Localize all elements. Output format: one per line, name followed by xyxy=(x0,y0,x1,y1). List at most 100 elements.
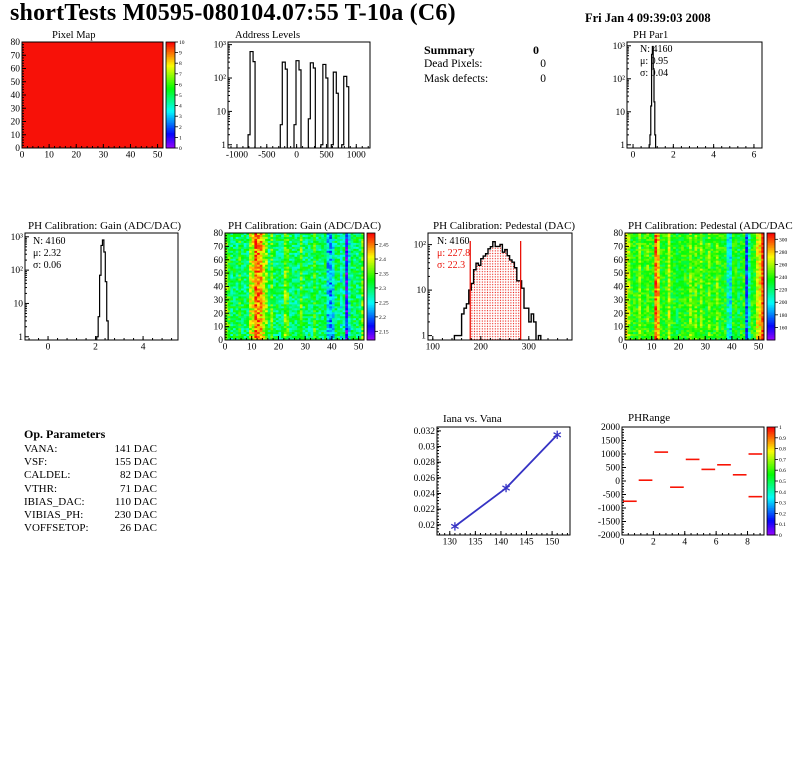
svg-text:0: 0 xyxy=(20,151,25,161)
svg-text:60: 60 xyxy=(214,256,224,266)
svg-text:10: 10 xyxy=(217,107,227,117)
svg-text:20: 20 xyxy=(274,343,284,353)
stat-entries: N: 4160 xyxy=(33,236,66,247)
svg-text:2: 2 xyxy=(93,343,98,353)
svg-text:50: 50 xyxy=(354,343,364,353)
svg-text:2.35: 2.35 xyxy=(379,271,389,277)
op-parameter-value: 26 DAC xyxy=(120,522,157,535)
svg-text:100: 100 xyxy=(426,343,441,353)
svg-text:10²: 10² xyxy=(414,241,427,251)
svg-text:10²: 10² xyxy=(214,74,227,84)
summary-row: Mask defects: 0 xyxy=(424,72,546,87)
summary-rows: Dead Pixels: 0 Mask defects: 0 xyxy=(424,57,546,87)
svg-text:80: 80 xyxy=(11,38,21,48)
svg-text:0: 0 xyxy=(15,144,20,154)
op-parameter-row: CALDEL: 82 DAC xyxy=(24,469,157,482)
svg-text:3: 3 xyxy=(179,114,182,120)
svg-text:30: 30 xyxy=(11,104,21,114)
svg-text:300: 300 xyxy=(522,343,537,353)
op-parameter-label: VIBIAS_PH: xyxy=(24,509,84,522)
svg-text:4: 4 xyxy=(711,151,716,161)
svg-text:6: 6 xyxy=(179,82,182,88)
stat-mean: μ: 0.95 xyxy=(640,56,669,68)
svg-text:40: 40 xyxy=(214,283,224,293)
svg-text:1: 1 xyxy=(18,333,23,343)
svg-text:40: 40 xyxy=(126,151,136,161)
op-parameter-label: VANA: xyxy=(24,443,58,455)
svg-text:1: 1 xyxy=(421,332,426,342)
svg-text:8: 8 xyxy=(179,61,182,67)
svg-text:10: 10 xyxy=(616,108,626,118)
ph-par1-title: PH Par1 xyxy=(633,30,669,41)
stat-mean: μ: 2.32 xyxy=(33,248,62,260)
svg-text:20: 20 xyxy=(11,118,21,128)
summary-row: Dead Pixels: 0 xyxy=(424,57,546,72)
op-parameter-label: VSF: xyxy=(24,456,48,469)
op-parameter-row: VTHR: 71 DAC xyxy=(24,483,157,496)
phrange-title: PHRange xyxy=(628,412,671,424)
op-parameter-value: 110 DAC xyxy=(114,495,157,508)
pedestal-map-title: PH Calibration: Pedestal (ADC/DAC xyxy=(628,220,793,232)
svg-text:50: 50 xyxy=(214,269,224,279)
svg-text:0: 0 xyxy=(294,151,299,161)
svg-text:7: 7 xyxy=(179,72,182,78)
svg-text:9: 9 xyxy=(179,51,182,57)
summary-title: Summary xyxy=(424,43,475,57)
op-parameter-label: CALDEL: xyxy=(24,469,71,482)
summary-value: 0 xyxy=(533,43,539,57)
svg-text:10²: 10² xyxy=(613,75,626,85)
svg-text:50: 50 xyxy=(11,78,21,88)
svg-text:10: 10 xyxy=(11,131,21,141)
pedestal-hist-title: PH Calibration: Pedestal (DAC) xyxy=(433,220,576,232)
svg-text:500: 500 xyxy=(319,151,334,161)
op-parameter-row: VANA: 141 DAC xyxy=(24,443,157,456)
svg-text:10: 10 xyxy=(214,323,224,333)
iana-vana-title: Iana vs. Vana xyxy=(443,413,502,425)
svg-text:0: 0 xyxy=(223,343,228,353)
summary-row-label: Mask defects: xyxy=(424,73,489,85)
svg-text:0: 0 xyxy=(631,151,636,161)
svg-text:10³: 10³ xyxy=(613,42,626,52)
address-levels-title: Address Levels xyxy=(235,30,301,41)
svg-text:80: 80 xyxy=(214,229,224,239)
op-parameter-label: VOFFSETOP: xyxy=(24,522,89,535)
op-parameter-value: 71 DAC xyxy=(120,482,157,495)
op-parameter-value: 230 DAC xyxy=(114,509,157,522)
op-parameter-row: VSF: 155 DAC xyxy=(24,456,157,469)
stat-entries: N: 4160 xyxy=(437,236,470,247)
stat-mean: μ: 227.8 xyxy=(437,248,471,260)
svg-text:1: 1 xyxy=(620,141,625,151)
svg-text:4: 4 xyxy=(179,104,182,110)
op-parameter-value: 155 DAC xyxy=(114,456,157,469)
svg-text:0: 0 xyxy=(218,336,223,346)
stat-sigma: σ: 0.04 xyxy=(640,68,669,80)
stat-entries: N: 4160 xyxy=(640,44,673,55)
svg-text:6: 6 xyxy=(752,151,757,161)
svg-text:30: 30 xyxy=(300,343,310,353)
op-parameter-label: VTHR: xyxy=(24,482,57,495)
svg-text:4: 4 xyxy=(141,343,146,353)
gain-map-title: PH Calibration: Gain (ADC/DAC) xyxy=(228,220,382,232)
svg-text:10²: 10² xyxy=(11,266,24,276)
svg-text:2.3: 2.3 xyxy=(379,286,386,292)
gain-hist-title: PH Calibration: Gain (ADC/DAC) xyxy=(28,220,182,232)
summary-row-label: Dead Pixels: xyxy=(424,58,483,70)
pedestal-hist-stats: N: 4160 μ: 227.8 σ: 22.3 xyxy=(437,236,470,273)
svg-text:2: 2 xyxy=(179,125,182,131)
svg-text:2.2: 2.2 xyxy=(379,315,386,321)
op-parameter-row: VOFFSETOP: 26 DAC xyxy=(24,522,157,535)
op-parameters-rows: VANA: 141 DAC VSF: 155 DAC CALDEL: 82 DA… xyxy=(24,443,157,535)
svg-text:10³: 10³ xyxy=(11,233,24,243)
svg-text:5: 5 xyxy=(179,93,182,99)
op-parameter-label: IBIAS_DAC: xyxy=(24,495,85,508)
op-parameter-row: VIBIAS_PH: 230 DAC xyxy=(24,509,157,522)
page-title: shortTests M0595-080104.07:55 T-10a (C6) xyxy=(10,0,456,26)
svg-text:1: 1 xyxy=(179,135,182,141)
svg-text:50: 50 xyxy=(153,151,163,161)
svg-text:0: 0 xyxy=(179,146,182,152)
svg-text:2.4: 2.4 xyxy=(379,257,386,263)
svg-text:30: 30 xyxy=(214,296,224,306)
svg-text:20: 20 xyxy=(71,151,81,161)
